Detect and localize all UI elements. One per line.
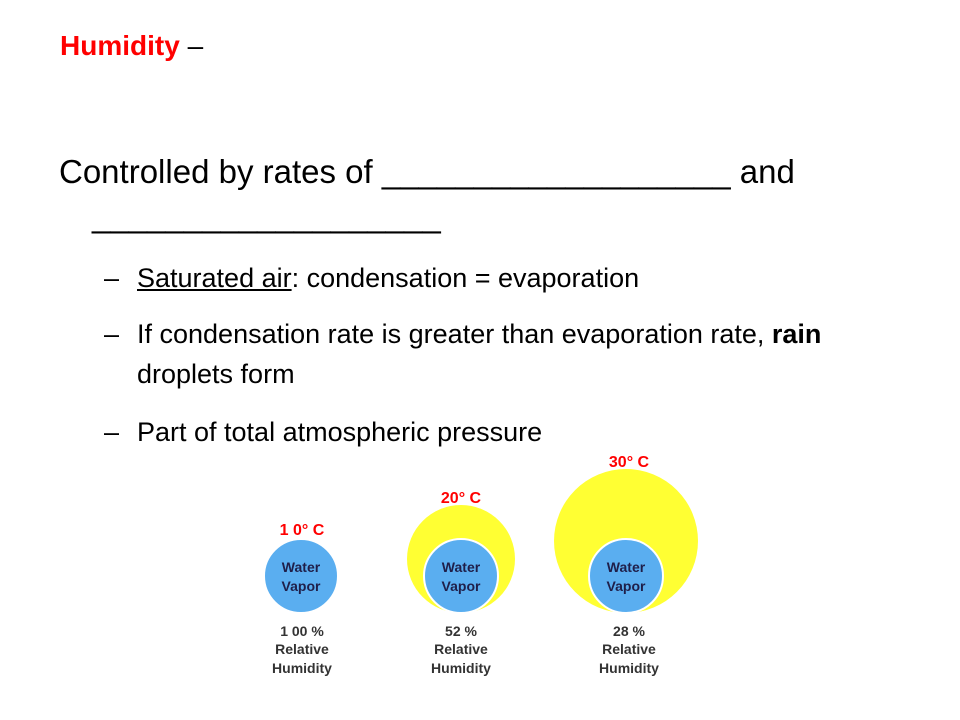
temperature-label: 20° C: [441, 490, 482, 507]
bullet-dash: –: [104, 263, 120, 293]
relative-humidity-value: 1 00 %: [280, 623, 324, 639]
relative-humidity-value: 28 %: [613, 623, 645, 639]
water-vapor-circle: [263, 538, 339, 614]
saturated-air-definition: : condensation = evaporation: [291, 263, 640, 293]
atmospheric-pressure-text: Part of total atmospheric pressure: [137, 417, 543, 447]
bullet-dash: –: [104, 417, 120, 447]
main-statement: Controlled by rates of _________________…: [59, 150, 929, 238]
relative-humidity-label: Relative: [275, 641, 329, 657]
title-dash: –: [187, 30, 204, 61]
diagram-item-10c: 1 0° C Water Vapor 1 00 % Relative Humid…: [263, 522, 339, 676]
water-vapor-circle: [588, 538, 664, 614]
fill-blank-1: ___________________: [381, 153, 731, 190]
relative-humidity-label: Humidity: [599, 660, 659, 676]
diagram-item-20c: 20° C Water Vapor 52 % Relative Humidity: [407, 490, 515, 676]
bullet-dash: –: [104, 319, 120, 349]
diagram-item-30c: 30° C Water Vapor 28 % Relative Humidity: [554, 454, 698, 676]
relative-humidity-label: Relative: [434, 641, 488, 657]
temperature-label: 30° C: [609, 454, 650, 471]
saturated-air-term: Saturated air: [137, 263, 292, 293]
bullet-condensation-rate: – If condensation rate is greater than e…: [104, 314, 884, 394]
rain-term: rain: [771, 319, 822, 349]
relative-humidity-label: Humidity: [431, 660, 491, 676]
relative-humidity-label: Relative: [602, 641, 656, 657]
water-vapor-label: Vapor: [607, 578, 646, 594]
bullet-saturated-air: – Saturated air: condensation = evaporat…: [104, 258, 884, 298]
bullet-atmospheric-pressure: – Part of total atmospheric pressure: [104, 412, 884, 452]
condensation-text-start: If condensation rate is greater than eva…: [137, 319, 772, 349]
relative-humidity-label: Humidity: [272, 660, 332, 676]
slide-title: Humidity –: [60, 30, 203, 62]
main-prefix: Controlled by rates of: [59, 153, 373, 190]
temperature-label: 1 0° C: [280, 522, 325, 539]
relative-humidity-value: 52 %: [445, 623, 477, 639]
water-vapor-label: Water: [282, 559, 321, 575]
condensation-text-end: droplets form: [137, 359, 295, 389]
main-conjunction: and: [739, 153, 795, 190]
title-keyword: Humidity: [60, 30, 180, 61]
fill-blank-2: ___________________: [92, 197, 441, 234]
water-vapor-circle: [423, 538, 499, 614]
water-vapor-label: Vapor: [282, 578, 321, 594]
water-vapor-label: Vapor: [442, 578, 481, 594]
water-vapor-label: Water: [607, 559, 646, 575]
water-vapor-label: Water: [442, 559, 481, 575]
